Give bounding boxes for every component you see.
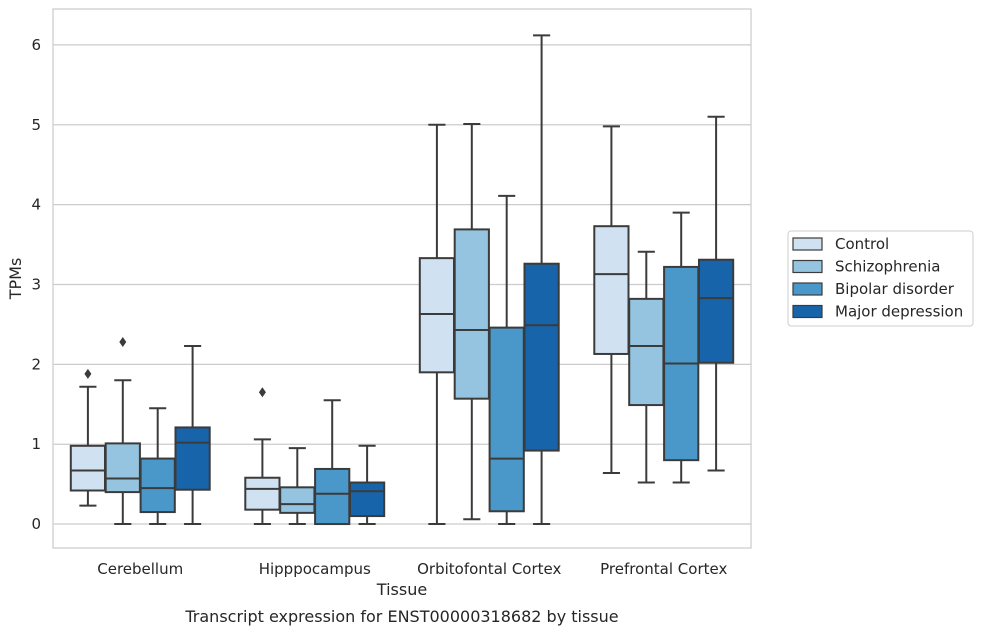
box-orbitofontal-cortex-control: [418, 123, 456, 526]
box-hipppocampus-bipolar-disorder: [314, 399, 351, 526]
series-control: [69, 123, 630, 526]
box-prefrontal-cortex-major-depression: [697, 115, 735, 472]
box-orbitofontal-cortex-schizophrenia: [453, 122, 490, 521]
legend-label: Bipolar disorder: [835, 280, 955, 298]
outlier-point: [119, 336, 127, 347]
box-iqr: [69, 444, 107, 492]
box-cerebellum-control: [69, 368, 107, 507]
box-hipppocampus-schizophrenia: [279, 447, 316, 526]
box-prefrontal-cortex-control: [593, 125, 630, 474]
y-tick-label: 6: [31, 36, 41, 54]
y-axis-label: TPMs: [6, 258, 25, 301]
legend-swatch: [792, 259, 823, 274]
x-tick-label-prefrontal-cortex: Prefrontal Cortex: [600, 560, 727, 578]
legend-item-bipolar-disorder: Bipolar disorder: [792, 280, 955, 298]
x-tick-label-cerebellum: Cerebellum: [97, 560, 183, 578]
series-schizophrenia: [104, 122, 665, 526]
grid-lines: [53, 44, 751, 525]
legend-swatch: [792, 282, 823, 296]
x-axis-label: Tissue: [376, 580, 427, 599]
box-iqr: [139, 457, 176, 514]
legend-swatch: [792, 304, 823, 319]
plot-frame: [52, 8, 752, 549]
series-bipolar-disorder: [139, 194, 700, 526]
box-iqr: [174, 426, 211, 491]
x-tick-label-hipppocampus: Hipppocampus: [259, 560, 371, 578]
box-iqr: [628, 297, 665, 407]
chart-caption: Transcript expression for ENST0000031868…: [184, 607, 618, 626]
box-orbitofontal-cortex-major-depression: [523, 34, 560, 526]
legend-label: Schizophrenia: [835, 258, 940, 276]
y-tick-label: 5: [31, 116, 41, 134]
box-prefrontal-cortex-schizophrenia: [628, 250, 665, 484]
legend-item-schizophrenia: Schizophrenia: [792, 258, 940, 276]
box-plot-series: [69, 34, 735, 526]
box-iqr: [523, 262, 560, 452]
y-tick-label: 3: [31, 275, 41, 293]
box-iqr: [314, 467, 351, 526]
box-iqr: [279, 486, 316, 514]
legend-item-control: Control: [792, 235, 889, 253]
box-iqr: [697, 258, 735, 364]
box-iqr: [348, 481, 386, 518]
outlier-point: [258, 387, 266, 398]
y-axis-tick-labels: 0 1 2 3 4 5 6: [31, 36, 41, 533]
box-iqr: [593, 225, 630, 355]
box-cerebellum-major-depression: [174, 344, 211, 526]
box-prefrontal-cortex-bipolar-disorder: [663, 211, 700, 484]
box-cerebellum-bipolar-disorder: [139, 407, 176, 526]
y-tick-label: 2: [31, 355, 41, 373]
legend-frame: [787, 230, 974, 327]
box-cerebellum-schizophrenia: [104, 336, 141, 526]
legend-label: Control: [835, 235, 889, 253]
legend-swatch: [792, 237, 823, 251]
legend-item-major-depression: Major depression: [792, 303, 963, 321]
box-iqr: [453, 228, 490, 400]
outlier-point: [84, 368, 92, 379]
box-iqr: [104, 442, 141, 494]
y-tick-label: 0: [31, 515, 41, 533]
box-iqr: [418, 257, 456, 374]
box-hipppocampus-control: [244, 387, 281, 526]
box-iqr: [244, 476, 281, 511]
legend-label: Major depression: [835, 303, 963, 321]
x-axis-tick-labels: Cerebellum Hipppocampus Orbitofontal Corte…: [97, 560, 727, 578]
y-tick-label: 4: [31, 196, 41, 214]
box-orbitofontal-cortex-bipolar-disorder: [488, 194, 525, 526]
legend: Control Schizophrenia Bipolar disorder Majo…: [787, 230, 974, 327]
box-iqr: [488, 326, 525, 513]
x-tick-label-orbitofontal-cortex: Orbitofontal Cortex: [417, 560, 561, 578]
series-major-depression: [174, 34, 735, 526]
box-hipppocampus-major-depression: [348, 444, 386, 526]
y-tick-label: 1: [31, 435, 41, 453]
